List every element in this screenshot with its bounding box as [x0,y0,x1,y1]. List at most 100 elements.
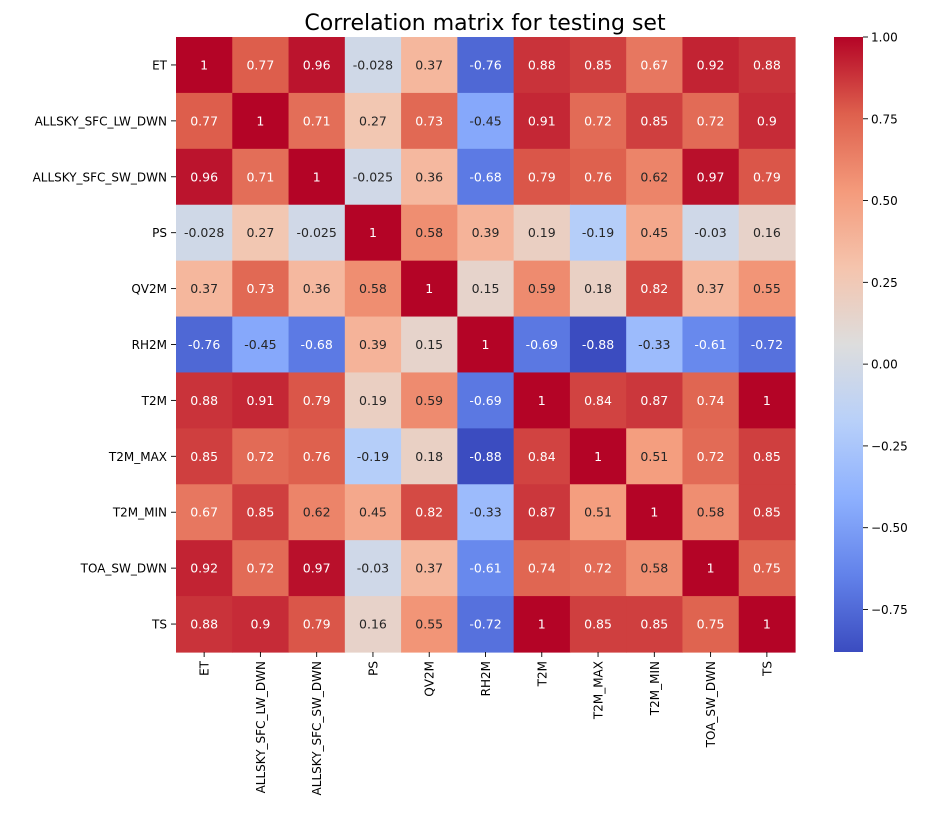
cell-value-label: 0.27 [246,225,274,240]
heatmap-cell [176,428,233,485]
cell-value-label: 0.9 [757,113,777,128]
cell-value-label: 1 [425,281,433,296]
cell-value-label: -0.45 [244,337,276,352]
cell-value-label: 1 [763,393,771,408]
heatmap-cell [457,92,515,150]
y-tick-label: PS [152,226,167,240]
chart-title: Correlation matrix for testing set [304,11,666,36]
colorbar-tick-label: 0.50 [871,194,898,208]
y-tick-label: T2M_MIN [112,506,167,520]
x-tick-label: ET [198,660,212,676]
heatmap-cell [457,316,515,374]
heatmap-cell [401,316,458,374]
cell-value-label: -0.68 [301,337,333,352]
y-tick-label: TOA_SW_DWN [80,562,167,576]
colorbar-tick-label: 0.75 [871,112,898,126]
cell-value-label: -0.028 [184,225,224,240]
heatmap-cell [513,428,571,485]
cell-value-label: 0.92 [697,57,725,72]
cell-value-label: -0.19 [357,449,389,464]
x-tick-label: T2M_MAX [592,661,606,720]
heatmap-cell [288,92,346,150]
heatmap-cell [569,428,627,485]
heatmap-cell [626,92,684,150]
heatmap-cell [232,372,290,429]
heatmap-cell-labels: 1 0.77 0.96 -0.028 0.37 -0.76 0.88 0.85 0.67 0.92… [184,57,783,631]
cell-value-label: 0.55 [753,281,781,296]
cell-value-label: 0.36 [303,281,331,296]
cell-value-label: 0.74 [697,393,725,408]
y-tick-label: T2M_MAX [108,450,167,464]
cell-value-label: -0.76 [469,57,501,72]
cell-value-label: 0.77 [246,57,274,72]
heatmap-cell [569,37,627,94]
heatmap-cell [682,260,740,318]
heatmap-cell [232,484,290,541]
heatmap-cell [569,92,627,150]
heatmap-cell [401,204,458,262]
y-tick-label: RH2M [132,338,167,352]
cell-value-label: 0.92 [190,561,218,576]
cell-value-label: 0.88 [753,57,781,72]
heatmap-cell [176,260,233,318]
heatmap-cell [344,316,402,374]
cell-value-label: 0.84 [528,449,556,464]
x-tick-label: RH2M [479,661,493,696]
colorbar-tick-label: 1.00 [871,31,898,45]
heatmap-cell [176,372,233,429]
heatmap-cell [513,204,571,262]
heatmap-cell [682,428,740,485]
cell-value-label: -0.68 [469,169,501,184]
heatmap-cell [738,92,796,150]
heatmap-cell [513,37,571,94]
cell-value-label: 0.91 [246,393,274,408]
cell-value-label: 1 [369,225,377,240]
heatmap-cell [401,428,458,485]
y-tick-label: ALLSKY_SFC_LW_DWN [35,114,167,128]
heatmap-cell [682,316,740,374]
heatmap-cell [288,204,346,262]
heatmap-cell [401,148,458,206]
cell-value-label: 0.45 [640,225,668,240]
heatmap-cell [513,92,571,150]
cell-value-label: 0.79 [303,393,331,408]
colorbar-tick-label: −0.50 [871,521,908,535]
heatmap-cell [569,596,627,653]
heatmap-cell [232,92,290,150]
heatmap-cell [626,428,684,485]
heatmap-cell [626,540,684,597]
heatmap-cell [513,148,571,206]
cell-value-label: 0.74 [528,561,556,576]
heatmap-cell [682,92,740,150]
cell-value-label: 0.55 [415,617,443,632]
cell-value-label: 0.37 [415,57,443,72]
cell-value-label: 1 [538,617,546,632]
cell-value-label: 0.72 [246,561,274,576]
cell-value-label: 0.15 [415,337,443,352]
x-tick-label: TS [760,661,774,677]
cell-value-label: 0.36 [415,169,443,184]
y-tick-label: T2M [141,394,167,408]
heatmap-cell [401,484,458,541]
cell-value-label: -0.72 [751,337,783,352]
heatmap-cell [457,204,515,262]
heatmap-cell [738,540,796,597]
cell-value-label: 0.72 [584,113,612,128]
heatmap-cell [176,484,233,541]
cell-value-label: 0.77 [190,113,218,128]
heatmap-cell [738,372,796,429]
heatmap-cell [569,204,627,262]
heatmap-cell [344,540,402,597]
heatmap-cell [344,484,402,541]
cell-value-label: 0.51 [584,505,612,520]
heatmap-cells [176,37,796,653]
cell-value-label: 0.91 [528,113,556,128]
cell-value-label: 0.88 [190,393,218,408]
cell-value-label: 0.37 [190,281,218,296]
cell-value-label: 0.75 [753,561,781,576]
heatmap-cell [738,484,796,541]
heatmap-cell [682,148,740,206]
cell-value-label: 0.96 [190,169,218,184]
heatmap-cell [457,428,515,485]
